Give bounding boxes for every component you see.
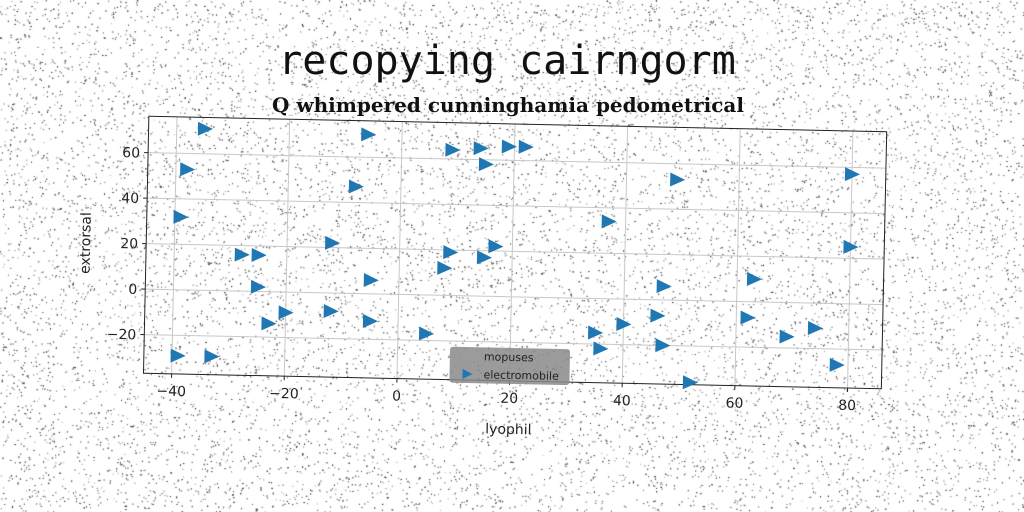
chart-subtitle: Q whimpered cunninghamia pedometrical xyxy=(272,93,744,117)
scatter-point xyxy=(418,326,435,341)
x-gridline xyxy=(396,121,403,379)
x-gridline xyxy=(734,128,741,386)
scatter-point xyxy=(740,310,756,325)
plot-group: −40 −20 0 20 40 60 80 −20 0 20 40 60 mopuses elect… xyxy=(78,115,888,438)
chart-title: recopying cairngorm xyxy=(278,38,736,84)
x-tick-label: 20 xyxy=(500,391,518,407)
scatter-point xyxy=(779,329,795,344)
scatter-point xyxy=(593,341,609,356)
scatter-point xyxy=(473,141,489,156)
scatter-point xyxy=(362,313,378,328)
x-tick-label: 40 xyxy=(613,393,631,409)
grid xyxy=(144,116,886,389)
scatter-point xyxy=(844,167,861,182)
x-tick-label: 0 xyxy=(392,388,401,404)
scatter-point xyxy=(670,172,686,187)
scatter-point xyxy=(204,349,220,364)
x-tick-label: −20 xyxy=(269,386,299,403)
x-gridline xyxy=(171,116,178,374)
data-points xyxy=(170,121,861,390)
scatter-point xyxy=(478,157,494,172)
scatter-point xyxy=(170,348,186,363)
y-gridline xyxy=(148,152,886,169)
scatter-point xyxy=(587,325,604,340)
scatter-point xyxy=(325,235,341,250)
legend-label-electromobile: electromobile xyxy=(483,368,559,383)
scatter-point xyxy=(197,121,213,136)
x-tick-label: 80 xyxy=(838,398,856,414)
legend: mopuses electromobile xyxy=(449,346,571,386)
x-gridline xyxy=(283,119,291,377)
y-gridline xyxy=(145,288,884,306)
scatter-point xyxy=(437,260,453,275)
y-tick-label: 60 xyxy=(122,145,140,161)
scatter-point xyxy=(616,317,632,332)
scatter-point xyxy=(518,139,534,154)
y-axis-ticks: −20 0 20 40 60 xyxy=(107,145,149,344)
y-tick-label: 20 xyxy=(120,236,138,252)
scatter-point xyxy=(843,239,859,254)
scatter-point xyxy=(829,357,845,372)
legend-marker-electromobile xyxy=(462,368,473,379)
scatter-point xyxy=(807,321,823,336)
y-axis-label: extrorsal xyxy=(78,212,95,274)
scatter-point xyxy=(323,304,339,319)
scatter-point xyxy=(746,271,763,286)
scatter-point xyxy=(348,179,364,194)
legend-label-mopuses: mopuses xyxy=(484,350,534,364)
y-tick-label: −20 xyxy=(107,327,137,344)
scatter-point xyxy=(655,338,671,353)
scatter-point xyxy=(501,139,517,154)
scatter-point xyxy=(656,279,672,294)
scatter-point xyxy=(234,247,250,262)
x-tick-label: −40 xyxy=(156,384,186,401)
scatter-point xyxy=(251,247,267,262)
scatter-point xyxy=(650,308,666,323)
x-gridline xyxy=(509,123,516,381)
scatter-point xyxy=(278,305,294,320)
y-gridline xyxy=(147,197,886,215)
x-gridline xyxy=(621,126,629,384)
scatter-point xyxy=(261,316,277,331)
scatter-point xyxy=(443,245,459,260)
scatter-point xyxy=(363,273,379,288)
scatter-point xyxy=(682,375,698,390)
y-tick-label: 40 xyxy=(121,191,139,207)
scatter-point xyxy=(180,162,196,177)
y-gridline xyxy=(144,334,883,351)
x-tick-label: 60 xyxy=(725,395,743,411)
y-tick-label: 0 xyxy=(128,282,137,298)
x-axis-label: lyophil xyxy=(485,421,532,438)
scatter-point xyxy=(601,214,617,229)
scatter-point xyxy=(173,209,189,224)
scatter-point xyxy=(250,279,266,294)
legend-box xyxy=(449,346,571,386)
y-gridline xyxy=(146,243,885,260)
x-axis-ticks: −40 −20 0 20 40 60 80 xyxy=(156,373,856,414)
scatter-point xyxy=(361,127,377,142)
scatter-point xyxy=(445,142,461,157)
scatter-point xyxy=(488,239,504,254)
scatter-point xyxy=(476,250,492,265)
